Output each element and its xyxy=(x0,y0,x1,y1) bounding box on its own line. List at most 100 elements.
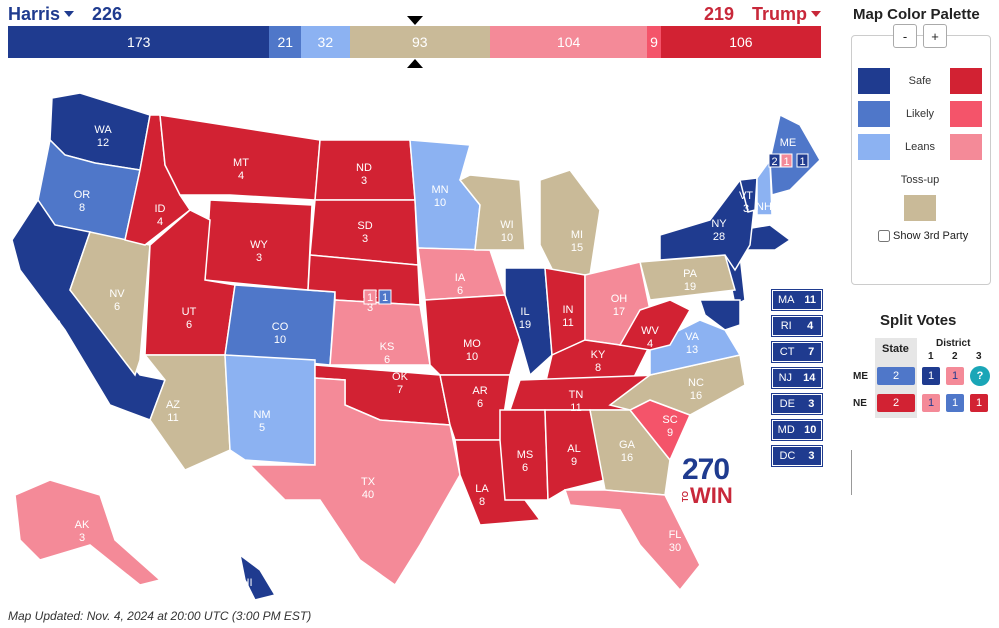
state-ev-ar: 6 xyxy=(477,398,483,410)
state-nh[interactable] xyxy=(756,157,773,216)
show-third-party[interactable]: Show 3rd Party xyxy=(878,230,968,242)
me-district-box[interactable] xyxy=(768,153,781,168)
swatch-tossup[interactable] xyxy=(904,195,936,221)
state-ks[interactable] xyxy=(329,299,431,366)
state-ev-la: 8 xyxy=(479,496,485,508)
state-label-mo: MO xyxy=(463,338,481,350)
dem-candidate-dropdown[interactable]: Harris xyxy=(8,3,75,25)
state-label-ok: OK xyxy=(392,371,409,383)
state-fl[interactable] xyxy=(563,489,701,592)
state-nc[interactable] xyxy=(608,354,746,416)
rep-header: 219 Trump xyxy=(704,3,821,25)
ne-district-3-cell[interactable]: 1 xyxy=(970,394,988,412)
state-ny[interactable] xyxy=(659,178,756,272)
state-wv[interactable] xyxy=(618,299,692,351)
ne-district-1-cell[interactable]: 1 xyxy=(922,394,940,412)
me-district-1-cell[interactable]: 1 xyxy=(922,367,940,385)
state-ev-ut: 6 xyxy=(186,319,192,331)
ne-district-2-cell[interactable]: 1 xyxy=(946,394,964,412)
state-ev-fl: 30 xyxy=(669,542,681,554)
small-state-md[interactable]: MD 10 xyxy=(771,419,823,441)
district-3-header: 3 xyxy=(976,351,982,362)
state-mo[interactable] xyxy=(424,294,521,376)
state-wi[interactable] xyxy=(458,174,526,251)
swatch-leans-rep[interactable] xyxy=(950,134,982,160)
tally-segment: 173 xyxy=(8,26,270,58)
ne-district-box[interactable] xyxy=(363,289,377,305)
me-state-cell[interactable]: 2 xyxy=(877,367,915,385)
state-ev-nh: 4 xyxy=(761,214,767,226)
state-ev-ms: 6 xyxy=(522,462,528,474)
me-district-3-cell[interactable]: ? xyxy=(970,366,990,386)
state-az[interactable] xyxy=(143,354,231,471)
me-district-2-cell[interactable]: 1 xyxy=(946,367,964,385)
state-label-in: IN xyxy=(563,304,574,316)
midpoint-marker-top-icon xyxy=(407,16,423,25)
zoom-in-button[interactable]: + xyxy=(923,24,947,48)
logo-win: WIN xyxy=(690,483,733,508)
state-mi[interactable] xyxy=(539,169,601,276)
state-label-ia: IA xyxy=(455,272,466,284)
270towin-logo[interactable]: 270 TO WIN xyxy=(681,453,742,508)
ne-district-box[interactable] xyxy=(378,289,392,305)
state-ev-ky: 8 xyxy=(595,362,601,374)
zoom-out-button[interactable]: - xyxy=(893,24,917,48)
small-state-ev: 11 xyxy=(804,294,817,306)
small-state-ma[interactable]: MA 11 xyxy=(771,289,823,311)
swatch-safe-rep[interactable] xyxy=(950,68,982,94)
state-ev-pa: 19 xyxy=(684,281,696,293)
me-district-value: 1 xyxy=(783,156,789,168)
state-ms[interactable] xyxy=(499,409,549,501)
state-label-co: CO xyxy=(272,321,289,333)
state-ev-tn: 11 xyxy=(570,402,581,414)
tally-segment: 93 xyxy=(349,26,491,58)
me-district-box[interactable] xyxy=(796,153,809,168)
state-label-az: AZ xyxy=(166,399,180,411)
state-shape[interactable] xyxy=(698,299,741,331)
small-state-ct[interactable]: CT 7 xyxy=(771,341,823,363)
dem-candidate-name: Harris xyxy=(8,3,61,24)
small-state-dc[interactable]: DC 3 xyxy=(771,445,823,467)
state-ev-nv: 6 xyxy=(114,301,120,313)
rep-candidate-dropdown[interactable]: Trump xyxy=(752,4,821,25)
split-votes-title: Split Votes xyxy=(880,312,957,329)
state-ga[interactable] xyxy=(589,409,671,496)
show-third-party-checkbox[interactable] xyxy=(878,230,890,242)
state-label-va: VA xyxy=(685,331,700,343)
swatch-safe-dem[interactable] xyxy=(858,68,890,94)
state-header: State xyxy=(882,343,909,355)
state-ev-mn: 10 xyxy=(434,197,446,209)
state-al[interactable] xyxy=(544,409,606,502)
small-state-nj[interactable]: NJ 14 xyxy=(771,367,823,389)
swatch-likely-rep[interactable] xyxy=(950,101,982,127)
state-label-wa: WA xyxy=(94,124,112,136)
ne-state-cell[interactable]: 2 xyxy=(877,394,915,412)
state-hi[interactable] xyxy=(238,553,277,601)
me-district-box[interactable] xyxy=(780,153,793,168)
state-label-tn: TN xyxy=(569,389,584,401)
logo-number: 270 xyxy=(682,453,730,486)
state-label-oh: OH xyxy=(611,293,628,305)
state-label-vt: VT xyxy=(739,190,753,202)
swatch-leans-dem[interactable] xyxy=(858,134,890,160)
district-2-header: 2 xyxy=(952,351,958,362)
small-state-ri[interactable]: RI 4 xyxy=(771,315,823,337)
state-ev-nd: 3 xyxy=(361,175,367,187)
divider xyxy=(851,450,852,495)
state-me[interactable] xyxy=(769,113,821,196)
state-vt[interactable] xyxy=(739,177,758,213)
state-label-wy: WY xyxy=(250,239,268,251)
palette-leans-label: Leans xyxy=(905,141,935,153)
small-state-de[interactable]: DE 3 xyxy=(771,393,823,415)
state-ak[interactable] xyxy=(14,479,162,586)
small-state-abbr: NJ xyxy=(778,372,793,384)
state-ev-ga: 16 xyxy=(621,452,633,464)
state-tx[interactable] xyxy=(248,377,461,587)
state-ev-or: 8 xyxy=(79,202,85,214)
district-header: District xyxy=(936,338,971,349)
state-label-ar: AR xyxy=(472,385,487,397)
state-nm[interactable] xyxy=(224,354,316,466)
state-ev-ks: 6 xyxy=(384,354,390,366)
state-ev-al: 9 xyxy=(571,456,577,468)
swatch-likely-dem[interactable] xyxy=(858,101,890,127)
